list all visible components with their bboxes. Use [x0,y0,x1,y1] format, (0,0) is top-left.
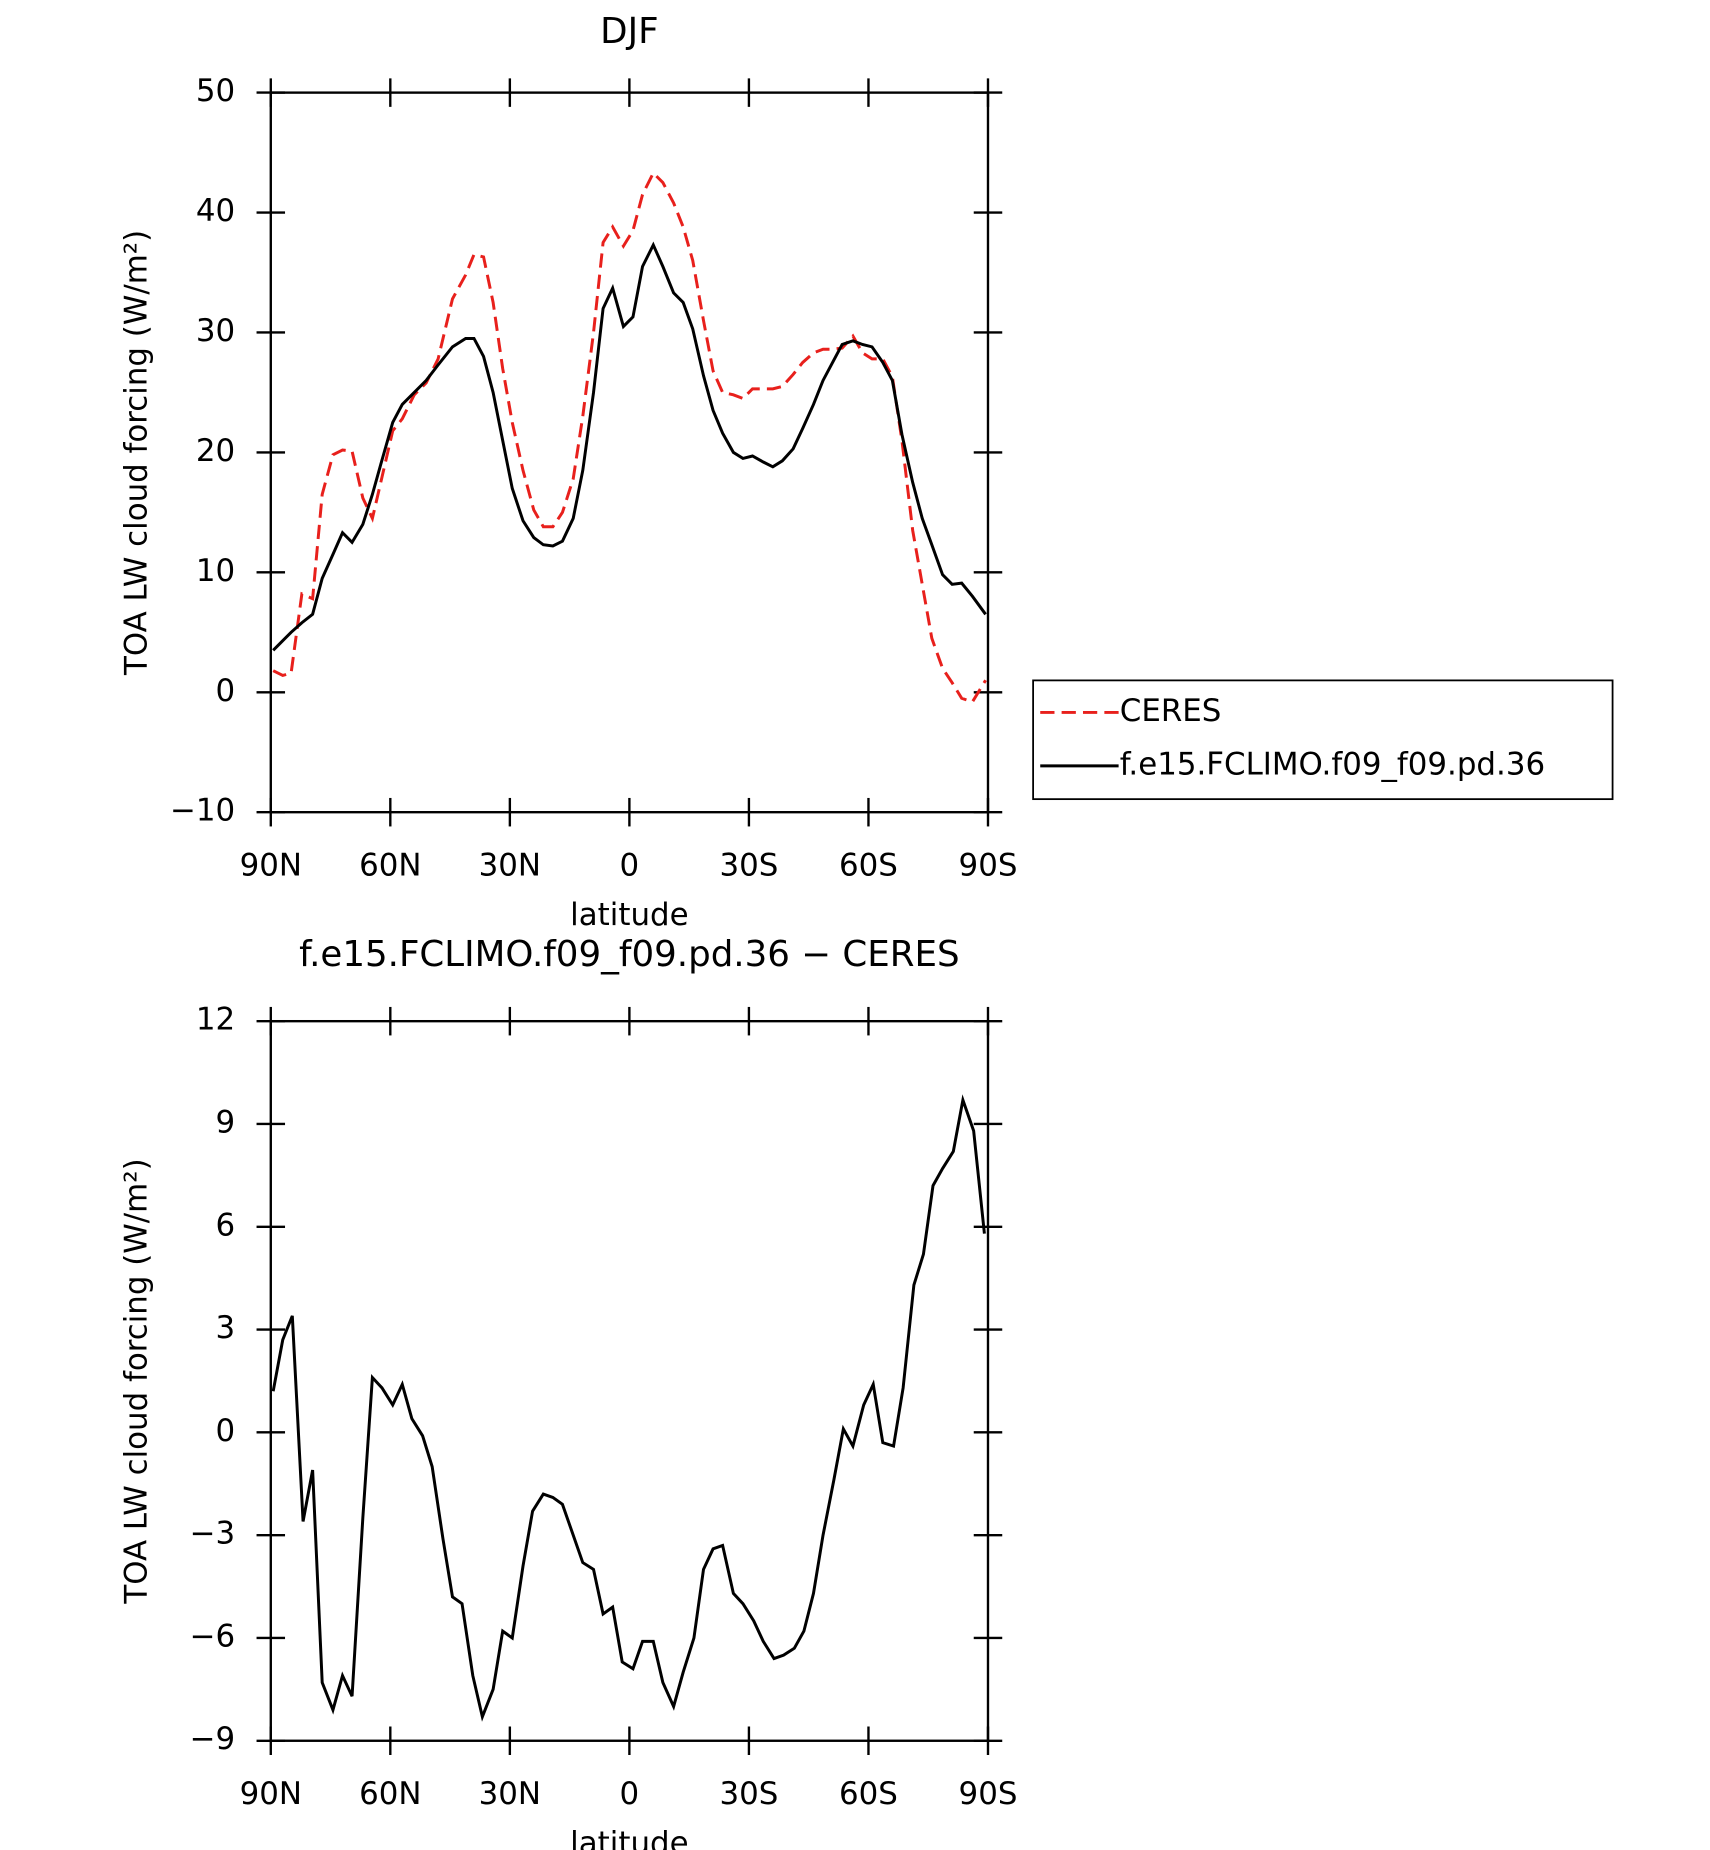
y-tick-label: −9 [190,1721,236,1757]
y-tick-label: 3 [216,1310,236,1346]
y-tick-label: −10 [170,793,235,829]
y-tick-label: 6 [216,1207,236,1243]
y-tick-label: 10 [196,553,235,589]
x-tick-label: 60N [359,1776,421,1812]
x-tick-label: 30N [479,847,541,883]
x-tick-label: 90N [240,1776,302,1812]
y-tick-label: −3 [190,1516,236,1552]
legend-label: f.e15.FCLIMO.f09_f09.pd.36 [1120,746,1545,782]
x-tick-label: 90S [959,1776,1018,1812]
x-axis-label: latitude [570,897,688,933]
chart-title: f.e15.FCLIMO.f09_f09.pd.36 − CERES [299,934,959,975]
x-tick-label: 0 [620,847,640,883]
x-tick-label: 60S [839,1776,898,1812]
y-tick-label: 30 [196,313,235,349]
y-tick-label: 12 [196,1002,235,1038]
y-axis-label: TOA LW cloud forcing (W/m²) [118,1158,154,1604]
plot-frame [269,91,990,814]
y-tick-label: 0 [216,1413,236,1449]
y-tick-label: 0 [216,673,236,709]
data-line [272,170,987,704]
y-axis-label: TOA LW cloud forcing (W/m²) [118,230,154,676]
y-tick-label: 50 [196,73,235,109]
x-tick-label: 30S [719,847,778,883]
y-tick-label: −6 [190,1618,236,1654]
x-tick-label: 30S [719,1776,778,1812]
x-tick-label: 60S [839,847,898,883]
y-tick-label: 9 [216,1104,236,1140]
legend-box [1032,679,1614,801]
x-tick-label: 90N [240,847,302,883]
x-tick-label: 60N [359,847,421,883]
plot-frame [269,1019,990,1742]
legend-label: CERES [1120,693,1222,729]
x-axis-label: latitude [570,1826,688,1850]
x-tick-label: 90S [959,847,1018,883]
y-tick-label: 40 [196,193,235,229]
y-tick-label: 20 [196,433,235,469]
x-tick-label: 30N [479,1776,541,1812]
x-tick-label: 0 [620,1776,640,1812]
chart-title: DJF [600,11,658,52]
data-line [272,241,987,652]
data-line [271,1094,986,1722]
